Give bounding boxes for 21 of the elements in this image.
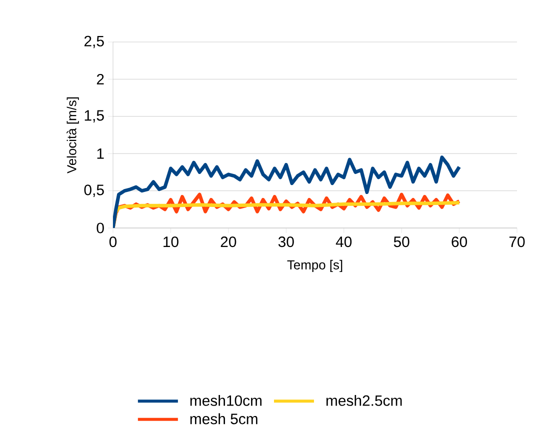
y-tick-label: 0,5 [84, 184, 104, 197]
legend-label: mesh 5cm [190, 413, 258, 424]
x-tick-label: 10 [164, 236, 178, 248]
legend-label: mesh2.5cm [326, 394, 402, 406]
y-tick-label: 2,5 [84, 36, 104, 48]
y-tick-label: 0 [96, 222, 104, 234]
x-tick-label: 50 [394, 236, 410, 248]
y-axis-title: Velocità [m/s] [66, 97, 79, 174]
x-tick-label: 40 [336, 236, 352, 248]
y-tick-label: 1,5 [84, 110, 104, 122]
line-series [113, 200, 462, 228]
y-tick-label: 2 [96, 74, 104, 84]
legend-label: mesh10cm [190, 394, 262, 406]
x-tick-label: 30 [278, 236, 294, 248]
x-tick-label: 70 [509, 236, 525, 248]
x-tick-label: 60 [452, 236, 468, 248]
y-tick-label: 1 [97, 148, 104, 159]
line-series [113, 156, 462, 228]
x-tick-label: 0 [109, 236, 117, 248]
x-axis-title: Tempo [s] [287, 260, 342, 272]
x-tick-label: 20 [220, 236, 236, 248]
